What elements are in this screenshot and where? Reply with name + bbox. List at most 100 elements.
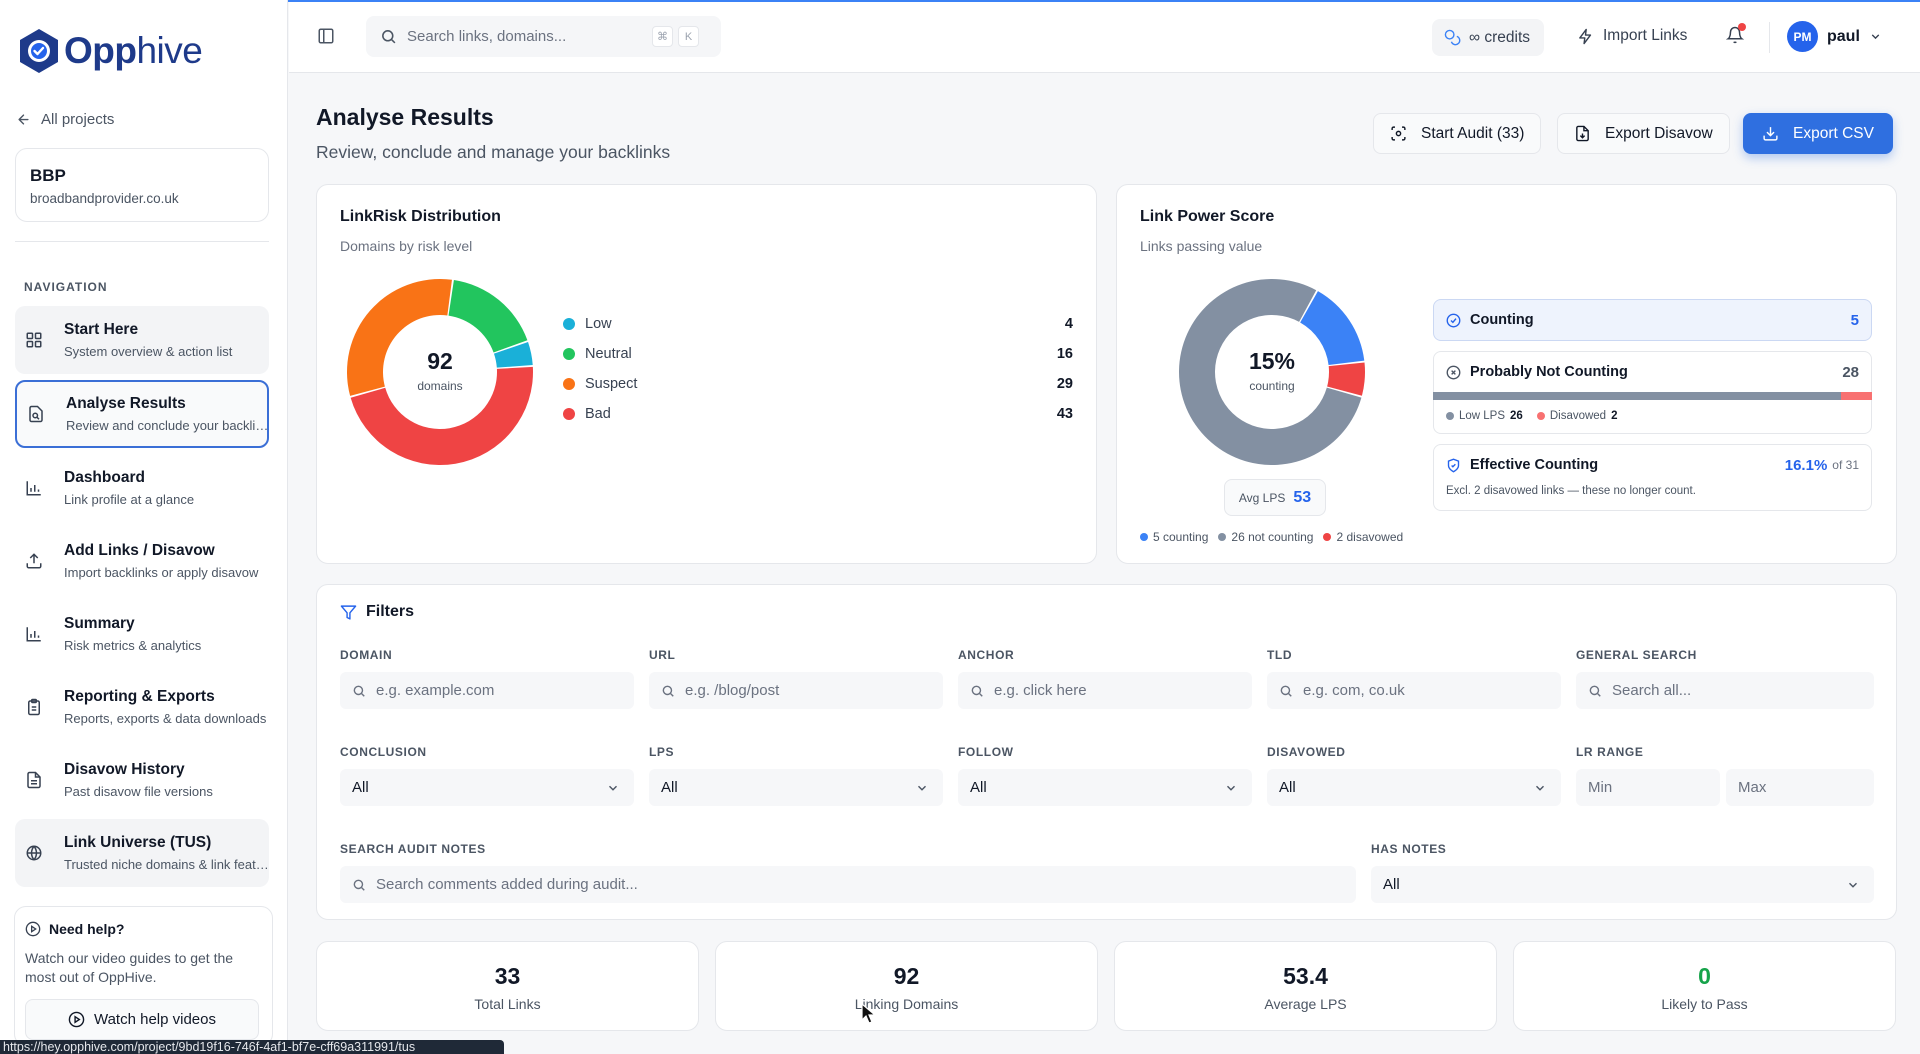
- general-search-filter[interactable]: [1576, 672, 1874, 709]
- linkrisk-subtitle: Domains by risk level: [340, 238, 473, 254]
- legend-label: Low: [585, 316, 612, 332]
- url-filter[interactable]: [649, 672, 943, 709]
- credits-button[interactable]: ∞ credits: [1432, 19, 1545, 56]
- grid-icon: [25, 330, 43, 350]
- legend-neutral: Neutral 16: [563, 346, 1073, 362]
- disavowed-select[interactable]: All: [1267, 769, 1561, 806]
- tld-filter-input[interactable]: [1303, 682, 1529, 699]
- nav-title: Link Universe (TUS): [64, 834, 212, 851]
- sidebar-item-disavow-history[interactable]: Disavow History Past disavow file version…: [15, 746, 269, 814]
- start-audit-label: Start Audit (33): [1421, 124, 1525, 142]
- conclusion-select[interactable]: All: [340, 769, 634, 806]
- tld-filter[interactable]: [1267, 672, 1561, 709]
- clipboard-icon: [25, 697, 43, 717]
- counting-label: Counting: [1470, 312, 1534, 328]
- sidebar-item-start-here[interactable]: Start Here System overview & action list: [15, 306, 269, 374]
- general-search-input[interactable]: [1612, 682, 1841, 699]
- nav-subtitle: Import backlinks or apply disavow: [64, 565, 259, 580]
- sidebar-item-add-links[interactable]: Add Links / Disavow Import backlinks or a…: [15, 527, 269, 595]
- sidebar-toggle-icon[interactable]: [317, 27, 335, 50]
- watch-help-videos-button[interactable]: Watch help videos: [25, 999, 259, 1040]
- donut-slice-counting: [1300, 291, 1365, 365]
- brand-logo[interactable]: Opphive: [18, 28, 203, 74]
- download-icon: [1763, 127, 1778, 141]
- has-notes-label: HAS NOTES: [1371, 842, 1447, 856]
- follow-select[interactable]: All: [958, 769, 1252, 806]
- bell-icon[interactable]: [1725, 23, 1746, 50]
- lps-donut-center: 15% counting: [1222, 348, 1322, 393]
- linkrisk-title: LinkRisk Distribution: [340, 208, 501, 225]
- effective-counting-box[interactable]: Effective Counting 16.1% of 31 Excl. 2 d…: [1433, 444, 1872, 511]
- search-icon: [1280, 685, 1292, 697]
- user-name: paul: [1827, 27, 1860, 45]
- legend-disavowed: 2 disavowed: [1323, 530, 1403, 544]
- arrow-left-icon: [18, 114, 29, 125]
- import-links-label: Import Links: [1603, 27, 1688, 44]
- domain-filter[interactable]: [340, 672, 634, 709]
- linking-domains-card: 92 Linking Domains: [715, 941, 1098, 1031]
- audit-notes-input[interactable]: [376, 876, 1180, 893]
- shield-check-icon: [1447, 458, 1460, 473]
- legend-dot: [563, 348, 575, 360]
- lr-min-field[interactable]: [1576, 769, 1720, 806]
- start-audit-button[interactable]: Start Audit (33): [1373, 113, 1542, 154]
- global-search-input[interactable]: [407, 28, 647, 45]
- divider: [1769, 22, 1770, 53]
- filters-title: Filters: [340, 603, 414, 621]
- low-lps-label: Low LPS: [1459, 410, 1506, 422]
- counting-box[interactable]: Counting 5: [1433, 299, 1872, 341]
- lr-min-input[interactable]: [1588, 779, 1694, 796]
- kbd-k: K: [678, 26, 699, 47]
- audit-notes-label: SEARCH AUDIT NOTES: [340, 842, 486, 856]
- effective-counting-of: of 31: [1832, 458, 1859, 472]
- has-notes-select[interactable]: All: [1371, 866, 1874, 903]
- linkrisk-card: LinkRisk Distribution Domains by risk le…: [316, 184, 1097, 564]
- coins-icon: [1444, 29, 1461, 46]
- help-text: Watch our video guides to get the most o…: [25, 950, 234, 985]
- donut-slice-low: [493, 342, 533, 368]
- lr-max-field[interactable]: [1726, 769, 1874, 806]
- domain-filter-input[interactable]: [376, 682, 602, 699]
- kbd-cmd: ⌘: [652, 26, 673, 47]
- global-search[interactable]: ⌘ K: [366, 16, 721, 57]
- chevron-down-icon: [918, 785, 926, 791]
- anchor-filter[interactable]: [958, 672, 1252, 709]
- search-icon: [662, 685, 674, 697]
- total-links-value: 33: [494, 963, 521, 989]
- url-filter-input[interactable]: [685, 682, 911, 699]
- x-circle-icon: [1446, 365, 1461, 379]
- legend-dot: [563, 408, 575, 420]
- sidebar-item-analyse-results[interactable]: Analyse Results Review and conclude your …: [15, 380, 271, 448]
- sidebar-item-reporting[interactable]: Reporting & Exports Reports, exports & da…: [15, 673, 269, 741]
- all-projects-label: All projects: [41, 111, 115, 128]
- sidebar-item-summary[interactable]: Summary Risk metrics & analytics: [15, 600, 269, 668]
- conclusion-filter-label: CONCLUSION: [340, 745, 427, 759]
- export-disavow-button[interactable]: Export Disavow: [1557, 113, 1730, 154]
- nav-title: Start Here: [64, 321, 139, 338]
- follow-value: All: [970, 779, 987, 796]
- sidebar-item-link-universe[interactable]: Link Universe (TUS) Trusted niche domains…: [15, 819, 269, 887]
- nav-subtitle: Past disavow file versions: [64, 784, 213, 799]
- lps-title: Link Power Score: [1140, 208, 1275, 225]
- nav-subtitle: Review and conclude your backlinks: [66, 418, 271, 433]
- linkrisk-total: 92: [427, 348, 453, 374]
- page-title: Analyse Results: [316, 104, 494, 130]
- import-links-button[interactable]: Import Links: [1577, 27, 1687, 45]
- not-counting-label: Probably Not Counting: [1470, 364, 1628, 380]
- nav-title: Reporting & Exports: [64, 688, 215, 705]
- navigation-heading: NAVIGATION: [24, 280, 108, 294]
- sidebar-item-dashboard[interactable]: Dashboard Link profile at a glance: [15, 454, 269, 522]
- all-projects-link[interactable]: All projects: [16, 111, 114, 128]
- project-card[interactable]: BBP broadbandprovider.co.uk: [15, 148, 269, 222]
- audit-notes-filter[interactable]: [340, 866, 1356, 903]
- user-menu[interactable]: PM paul: [1787, 21, 1882, 52]
- export-csv-button[interactable]: Export CSV: [1743, 113, 1893, 154]
- lps-select[interactable]: All: [649, 769, 943, 806]
- lr-max-input[interactable]: [1738, 779, 1847, 796]
- bar-chart-icon: [25, 478, 43, 498]
- not-counting-box[interactable]: Probably Not Counting 28 Low LPS 26 Disav…: [1433, 351, 1872, 434]
- link-power-score-card: Link Power Score Links passing value 15%…: [1116, 184, 1897, 564]
- legend-label: Suspect: [585, 376, 638, 392]
- anchor-filter-input[interactable]: [994, 682, 1220, 699]
- bar-segment-low-lps: [1433, 392, 1841, 400]
